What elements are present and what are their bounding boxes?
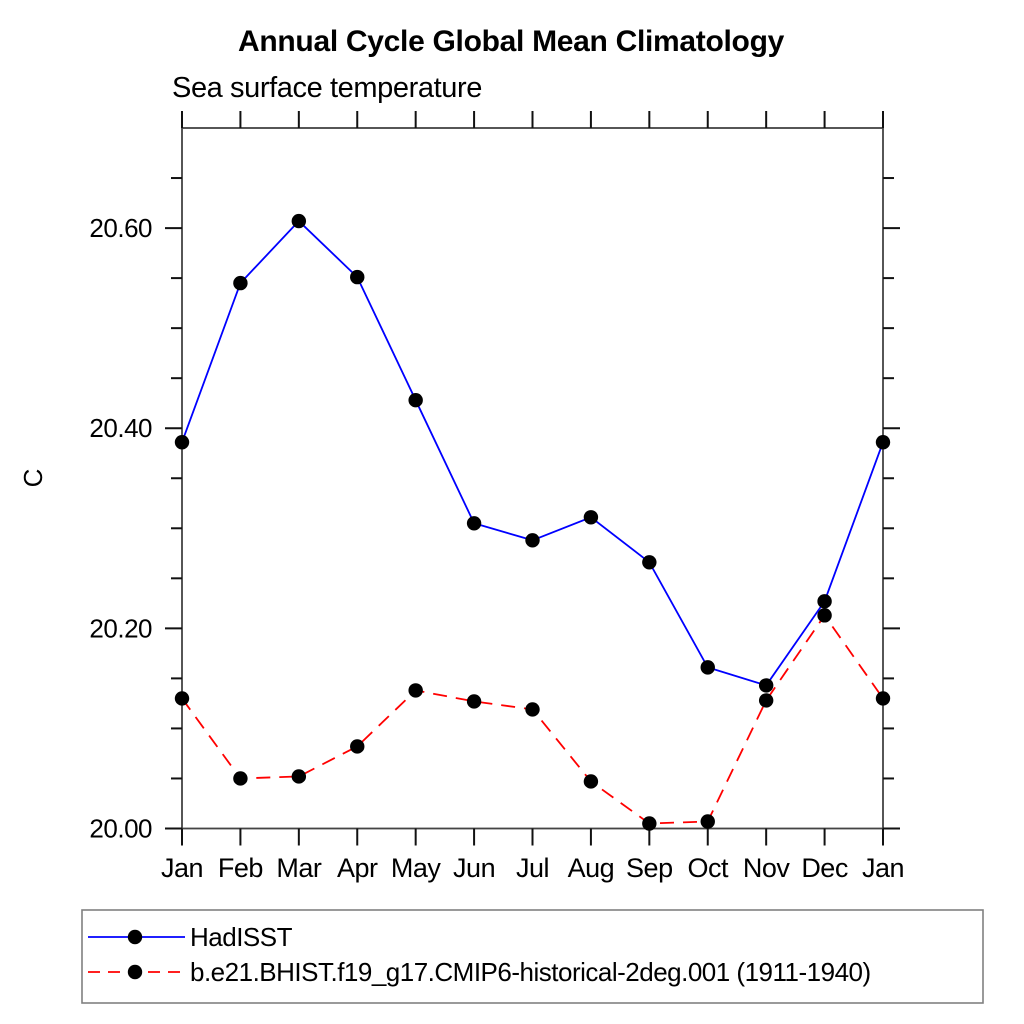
data-point-marker (875, 435, 891, 450)
data-point-marker (174, 435, 190, 450)
x-tick-label: Aug (568, 853, 615, 883)
data-point-marker (525, 533, 540, 548)
x-tick-label: Jul (516, 853, 549, 883)
x-axis-ticks: Jan Feb Mar Apr May Jun Jul Aug Sep Oct Nov Dec Jan (161, 111, 905, 883)
x-tick-label: Jan (862, 853, 904, 883)
y-tick-label: 20.20 (89, 613, 152, 643)
data-point-marker (583, 510, 599, 525)
legend-entry-hadisst: HadISST (88, 922, 293, 952)
data-point-marker (817, 594, 832, 609)
data-point-markers (174, 213, 891, 831)
data-point-marker (875, 691, 891, 706)
x-tick-label: May (391, 853, 442, 883)
data-point-marker (291, 213, 307, 229)
data-point-marker (583, 774, 599, 789)
legend-box (81, 909, 984, 1004)
data-point-marker (174, 691, 190, 706)
x-tick-label: Nov (743, 853, 791, 883)
x-tick-label: Sep (626, 853, 673, 883)
series-line-0 (181, 219, 884, 687)
data-point-marker (817, 608, 832, 623)
data-point-marker (525, 702, 540, 717)
y-axis-ticks: 20.00 20.20 20.40 20.60 (89, 177, 900, 844)
x-tick-label: Feb (218, 853, 263, 883)
x-tick-label: Mar (276, 853, 322, 883)
data-point-marker (408, 392, 423, 408)
data-point-marker (700, 814, 715, 829)
legend-marker-model (127, 964, 143, 980)
data-point-marker (291, 769, 307, 784)
data-point-marker (408, 683, 423, 698)
data-point-marker (758, 693, 774, 708)
legend-marker-hadisst (127, 929, 143, 945)
data-point-marker (642, 816, 657, 831)
legend: HadISST b.e21.BHIST.f19_g17.CMIP6-histor… (81, 909, 984, 1004)
data-point-marker (350, 269, 365, 285)
legend-label-model: b.e21.BHIST.f19_g17.CMIP6-historical-2de… (190, 957, 871, 987)
data-point-marker (466, 516, 482, 531)
chart-subtitle: Sea surface temperature (172, 72, 482, 104)
series-lines (181, 219, 884, 825)
x-tick-label: Jun (453, 853, 495, 883)
series-line-1 (181, 613, 884, 825)
legend-label-hadisst: HadISST (190, 922, 293, 952)
y-tick-label: 20.40 (89, 413, 152, 443)
y-tick-label: 20.60 (89, 213, 152, 243)
x-tick-label: Apr (337, 853, 378, 883)
data-point-marker (466, 694, 482, 709)
x-tick-label: Oct (687, 853, 729, 883)
chart-title: Annual Cycle Global Mean Climatology (238, 25, 785, 58)
x-tick-label: Jan (161, 853, 203, 883)
data-point-marker (233, 275, 248, 291)
x-tick-label: Dec (801, 853, 848, 883)
y-tick-label: 20.00 (89, 814, 152, 844)
data-point-marker (758, 678, 774, 693)
data-point-marker (350, 739, 365, 754)
data-point-marker (700, 660, 715, 675)
legend-entry-model: b.e21.BHIST.f19_g17.CMIP6-historical-2de… (88, 957, 871, 987)
y-axis-label: C (18, 469, 48, 488)
data-point-marker (233, 771, 248, 786)
data-point-marker (642, 555, 657, 570)
